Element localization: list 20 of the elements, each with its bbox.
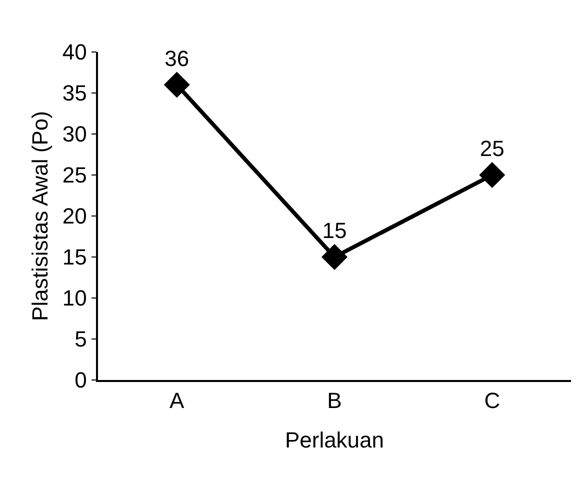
- x-tick-label: C: [484, 388, 500, 414]
- data-label: 25: [480, 136, 504, 161]
- y-tick-label: 0: [74, 368, 87, 393]
- data-label: 36: [164, 46, 190, 71]
- y-tick-label: 5: [74, 326, 87, 352]
- x-axis-title: Perlakuan: [284, 428, 384, 453]
- y-tick-label: 40: [62, 40, 87, 65]
- y-tick-label: 35: [62, 80, 87, 106]
- y-tick-label: 20: [62, 204, 87, 229]
- x-tick-label: B: [327, 388, 342, 414]
- point: [164, 72, 190, 98]
- data-label: 15: [322, 218, 347, 243]
- y-tick-label: 30: [62, 122, 87, 147]
- x-tick-label: A: [169, 388, 184, 414]
- y-tick-label: 10: [62, 286, 87, 311]
- y-axis-title: Plastisistas Awal (Po): [28, 111, 53, 321]
- point: [479, 162, 506, 188]
- y-tick-label: 25: [62, 162, 87, 188]
- point: [322, 244, 348, 270]
- y-tick-label: 15: [62, 244, 87, 270]
